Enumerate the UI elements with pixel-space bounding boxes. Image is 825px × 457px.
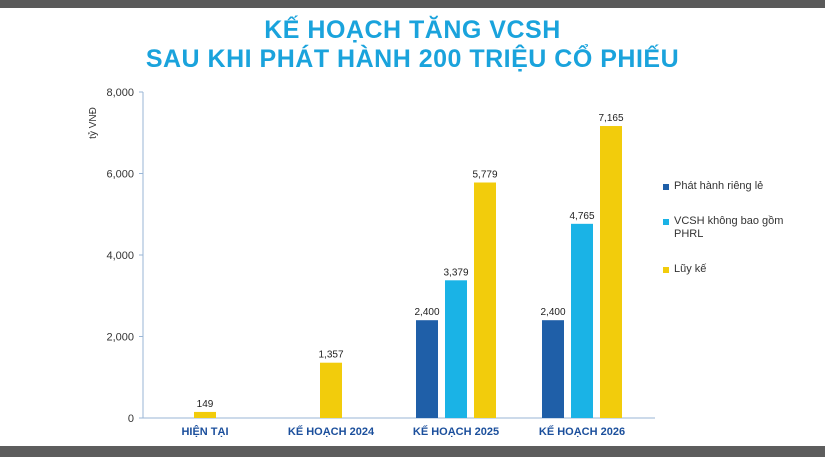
legend-label: Lũy kế <box>674 263 707 275</box>
bar <box>320 362 342 418</box>
chart-title-line1: KẾ HOẠCH TĂNG VCSH <box>264 16 561 44</box>
chart-title-line2: SAU KHI PHÁT HÀNH 200 TRIỆU CỔ PHIẾU <box>145 45 680 73</box>
bar <box>474 182 496 418</box>
y-tick-label: 0 <box>128 413 134 425</box>
x-tick-label: KẾ HOẠCH 2026 <box>539 425 625 438</box>
data-label: 5,779 <box>472 170 497 181</box>
legend-label: Phát hành riêng lẻ <box>674 180 764 192</box>
bar <box>600 126 622 419</box>
y-axis-label: tỷ VNĐ <box>87 107 99 139</box>
legend-swatch <box>663 219 669 225</box>
y-tick-label: 4,000 <box>106 250 134 262</box>
data-label: 1,357 <box>318 350 343 361</box>
data-label: 149 <box>197 399 214 410</box>
legend-swatch <box>663 267 669 273</box>
bar <box>571 223 593 418</box>
data-label: 2,400 <box>540 307 565 318</box>
data-label: 3,379 <box>443 267 468 278</box>
bar <box>445 280 467 418</box>
legend-swatch <box>663 184 669 190</box>
data-label: 4,765 <box>569 211 594 222</box>
y-tick-label: 2,000 <box>106 332 134 344</box>
x-tick-label: KẾ HOẠCH 2025 <box>413 425 499 438</box>
data-label: 7,165 <box>598 113 623 124</box>
x-tick-label: KẾ HOẠCH 2024 <box>288 425 375 438</box>
legend-label: VCSH không bao gồm PHRL <box>674 215 784 240</box>
y-tick-label: 8,000 <box>106 87 134 99</box>
legend-item: Lũy kế <box>663 263 823 276</box>
bar <box>194 411 216 418</box>
x-tick-label: HIỆN TẠI <box>181 425 228 438</box>
legend: Phát hành riêng lẻ VCSH không bao gồm PH… <box>663 180 823 298</box>
bar <box>542 320 564 418</box>
data-label: 2,400 <box>414 307 439 318</box>
legend-item: VCSH không bao gồm PHRL <box>663 215 823 241</box>
bar <box>416 320 438 418</box>
window-bottom-bar <box>0 446 825 457</box>
legend-item: Phát hành riêng lẻ <box>663 180 823 193</box>
y-tick-label: 6,000 <box>106 169 134 181</box>
window-top-bar <box>0 0 825 8</box>
